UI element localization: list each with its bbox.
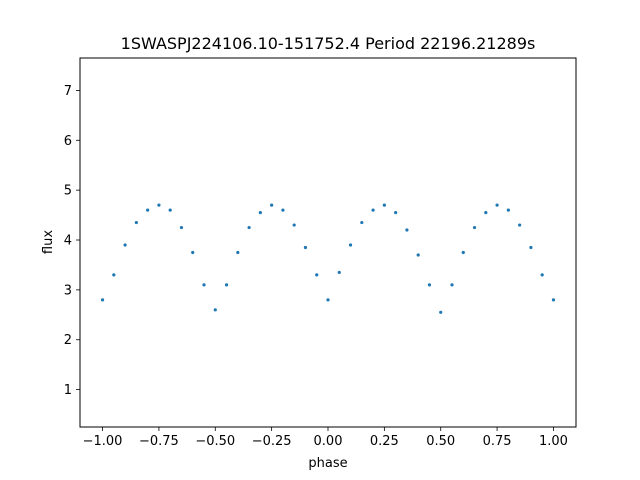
- x-axis-ticks: −1.00 −0.75 −0.50 −0.25 0.00 0.25 0.50 0.75 1.00: [83, 427, 568, 449]
- data-point: [236, 250, 240, 255]
- y-tick-label: 7: [64, 84, 72, 99]
- data-point: [416, 253, 420, 257]
- data-point: [179, 225, 184, 230]
- data-point: [157, 203, 161, 207]
- x-tick-label: 0.00: [314, 434, 343, 449]
- data-point: [247, 225, 251, 230]
- data-point: [303, 245, 308, 250]
- data-point: [427, 283, 432, 287]
- data-point: [326, 298, 330, 302]
- data-point: [224, 283, 229, 287]
- data-point: [382, 203, 386, 207]
- data-point: [123, 243, 127, 247]
- data-point: [168, 208, 172, 212]
- y-tick-label: 1: [64, 383, 72, 398]
- data-point: [146, 208, 150, 212]
- data-point: [213, 308, 217, 312]
- data-point: [518, 223, 522, 227]
- data-point: [450, 283, 454, 287]
- y-tick-label: 4: [64, 234, 72, 249]
- data-point: [202, 283, 206, 287]
- data-point: [337, 270, 341, 275]
- data-point: [551, 298, 556, 302]
- y-tick-label: 6: [64, 134, 72, 149]
- data-point: [371, 208, 375, 212]
- data-point: [270, 203, 274, 207]
- x-tick-label: −0.75: [139, 434, 179, 449]
- data-point: [348, 243, 353, 247]
- data-points: [100, 203, 556, 314]
- x-tick-label: −1.00: [83, 434, 123, 449]
- y-tick-label: 2: [64, 333, 72, 348]
- x-tick-label: −0.25: [252, 434, 292, 449]
- x-tick-label: 1.00: [539, 434, 568, 449]
- data-point: [529, 245, 533, 250]
- data-point: [191, 250, 195, 255]
- data-point: [112, 273, 116, 277]
- data-point: [495, 203, 499, 207]
- data-point: [394, 210, 398, 215]
- x-tick-label: −0.50: [195, 434, 235, 449]
- x-axis-label: phase: [308, 456, 347, 471]
- data-point: [540, 273, 544, 277]
- data-point: [461, 250, 465, 255]
- data-point: [484, 210, 488, 215]
- data-point: [100, 298, 105, 302]
- y-tick-label: 5: [64, 184, 72, 199]
- data-point: [360, 220, 364, 225]
- x-tick-label: 0.50: [426, 434, 455, 449]
- data-point: [506, 208, 510, 212]
- y-tick-label: 3: [64, 283, 72, 298]
- y-axis-ticks: 1 2 3 4 5 6 7: [64, 84, 80, 398]
- data-point: [315, 273, 319, 277]
- data-point: [258, 210, 262, 215]
- chart-title: 1SWASPJ224106.10-151752.4 Period 22196.2…: [121, 34, 536, 53]
- y-axis-label: flux: [41, 230, 56, 254]
- data-point: [281, 208, 285, 212]
- data-point: [292, 223, 296, 227]
- data-point: [134, 220, 138, 225]
- data-point: [405, 228, 409, 232]
- data-point: [472, 225, 477, 230]
- x-tick-label: 0.75: [483, 434, 512, 449]
- data-point: [439, 310, 443, 314]
- x-tick-label: 0.25: [370, 434, 399, 449]
